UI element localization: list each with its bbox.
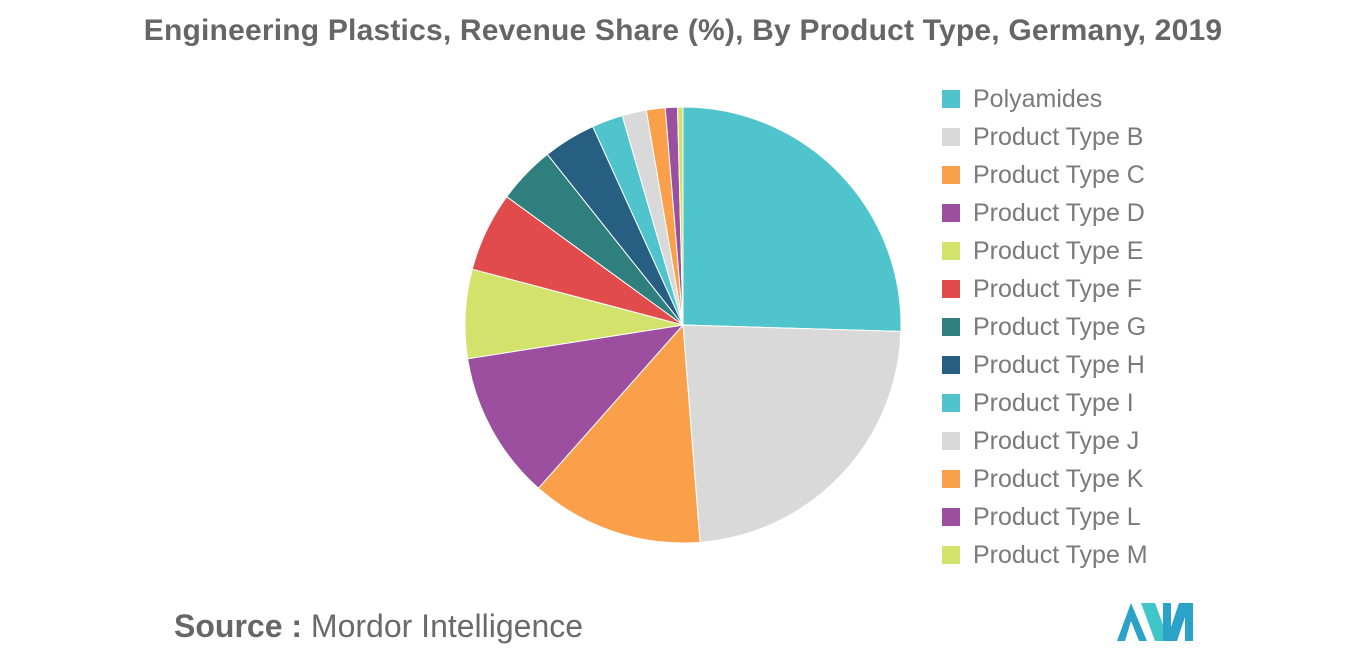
pie-slice-product-type-b	[682, 324, 902, 543]
legend-label: Product Type C	[973, 160, 1145, 189]
source-attribution: Source : Mordor Intelligence	[174, 608, 583, 645]
legend-swatch	[942, 242, 960, 260]
legend-item: Product Type M	[942, 536, 1148, 574]
legend-label: Product Type E	[973, 236, 1144, 265]
legend-swatch	[942, 546, 960, 564]
chart-title: Engineering Plastics, Revenue Share (%),…	[143, 14, 1223, 47]
legend-label: Product Type M	[973, 540, 1148, 569]
legend-swatch	[942, 394, 960, 412]
mordor-intelligence-logo	[1117, 603, 1193, 641]
legend-item: Polyamides	[942, 80, 1148, 118]
chart-legend: Polyamides Product Type B Product Type C Pr…	[942, 80, 1148, 574]
pie-slice-product-type-d	[467, 324, 685, 489]
source-value: Mordor Intelligence	[310, 608, 584, 644]
legend-swatch	[942, 356, 960, 374]
legend-item: Product Type L	[942, 498, 1148, 536]
pie-slice-product-type-c	[537, 323, 701, 544]
legend-label: Product Type H	[973, 350, 1145, 379]
legend-swatch	[942, 128, 960, 146]
legend-item: Product Type G	[942, 308, 1148, 346]
pie-slice-polyamides	[682, 106, 902, 333]
legend-swatch	[942, 318, 960, 336]
legend-item: Product Type E	[942, 232, 1148, 270]
legend-label: Product Type D	[973, 198, 1145, 227]
legend-item: Product Type H	[942, 346, 1148, 384]
legend-label: Product Type I	[973, 388, 1134, 417]
logo-middle-shape	[1141, 603, 1169, 641]
legend-label: Product Type J	[973, 426, 1140, 455]
legend-swatch	[942, 470, 960, 488]
legend-swatch	[942, 280, 960, 298]
pie-slice-product-type-m	[677, 106, 684, 326]
legend-swatch	[942, 432, 960, 450]
legend-label: Product Type G	[973, 312, 1147, 341]
legend-item: Product Type F	[942, 270, 1148, 308]
legend-label: Product Type K	[973, 464, 1144, 493]
source-label: Source :	[174, 608, 303, 644]
legend-item: Product Type B	[942, 118, 1148, 156]
legend-item: Product Type J	[942, 422, 1148, 460]
legend-swatch	[942, 508, 960, 526]
logo-right-shape	[1163, 603, 1193, 641]
legend-item: Product Type D	[942, 194, 1148, 232]
legend-item: Product Type C	[942, 156, 1148, 194]
logo-left-shape	[1117, 603, 1147, 641]
legend-item: Product Type K	[942, 460, 1148, 498]
legend-swatch	[942, 204, 960, 222]
legend-item: Product Type I	[942, 384, 1148, 422]
legend-label: Polyamides	[973, 84, 1103, 113]
legend-label: Product Type L	[973, 502, 1141, 531]
legend-swatch	[942, 166, 960, 184]
legend-label: Product Type F	[973, 274, 1143, 303]
legend-swatch	[942, 90, 960, 108]
legend-label: Product Type B	[973, 122, 1144, 151]
